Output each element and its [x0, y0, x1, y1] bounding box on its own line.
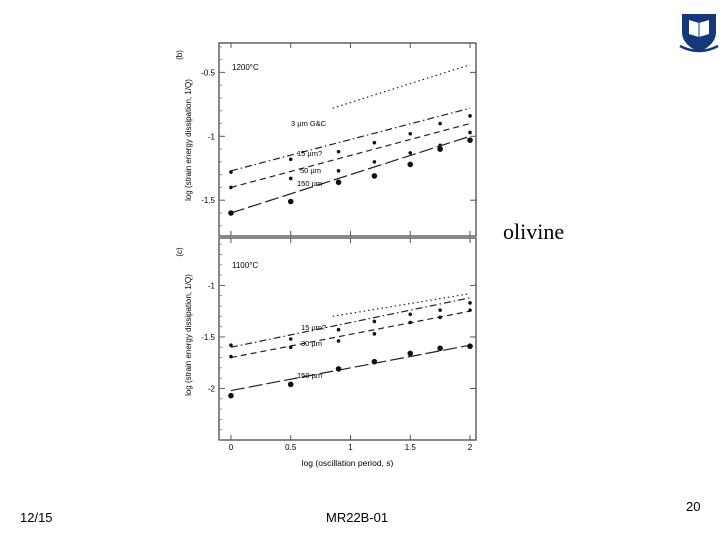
series-15-m-: 15 µm? [229, 298, 472, 347]
data-point [289, 177, 293, 181]
panel-label: (b) [175, 50, 184, 60]
y-tick-label: -1.5 [201, 333, 215, 342]
data-point [408, 321, 412, 325]
data-point [229, 343, 233, 347]
data-point [337, 150, 341, 154]
chart-panel-c: -1 -1.5 -2 0 0.5 1 1.5 2 log (strain energy diss… [175, 238, 476, 468]
temperature-label: 1200°C [232, 63, 259, 72]
data-point [373, 141, 377, 145]
data-point [228, 210, 234, 216]
data-point [229, 355, 233, 359]
data-point [408, 132, 412, 136]
x-tick-label: 1 [348, 443, 353, 452]
y-tick-label: -1 [208, 132, 216, 141]
data-point [408, 312, 412, 316]
data-point [372, 173, 378, 179]
y-tick-label: -2 [208, 384, 216, 393]
series-30-m: 30 µm [229, 308, 472, 358]
data-point [407, 162, 413, 168]
data-point [337, 169, 341, 173]
data-point [373, 332, 377, 336]
data-point [468, 114, 472, 118]
x-axis-label: log (oscillation period, s) [302, 458, 394, 468]
x-tick-label: 1.5 [405, 443, 417, 452]
y-tick-label: -1.5 [201, 196, 215, 205]
y-axis-label: log (strain energy dissipation, 1/Q) [184, 274, 193, 396]
data-point [468, 308, 472, 312]
series-label: 150 µm [297, 179, 322, 188]
data-point [468, 301, 472, 305]
x-tick-label: 0.5 [285, 443, 297, 452]
series-150-m: 150 µm [228, 136, 473, 215]
series-label: 50 µm [300, 166, 321, 175]
series-label: 150 µm [297, 371, 322, 380]
series-50-m: 50 µm [229, 124, 472, 190]
data-point [289, 345, 293, 349]
panel-label: (c) [175, 247, 184, 257]
series-dotted-0 [333, 294, 470, 317]
data-point [407, 351, 413, 357]
data-point [288, 199, 294, 205]
y-axis-label: log (strain energy dissipation, 1/Q) [184, 79, 193, 201]
data-point [288, 382, 294, 388]
data-point [468, 131, 472, 135]
data-point [437, 146, 443, 152]
slide-date: 12/15 [20, 510, 53, 525]
data-point [229, 186, 233, 190]
temperature-label: 1100°C [232, 261, 258, 270]
data-point [337, 339, 341, 343]
fit-line [333, 65, 470, 108]
data-point [229, 170, 233, 174]
series-15-m-: 15 µm? [229, 108, 472, 174]
x-tick-label: 2 [468, 443, 473, 452]
series-3-m-g-c: 3 µm G&C [291, 65, 470, 128]
data-point [372, 359, 378, 365]
data-point [438, 308, 442, 312]
fit-line [231, 136, 470, 213]
fit-line [231, 108, 470, 171]
fit-line [231, 345, 470, 390]
data-point [289, 158, 293, 162]
data-point [438, 122, 442, 126]
series-label: 15 µm? [301, 323, 326, 332]
chart-panel-b: -0.5 -1 -1.5 log (strain energy dissipation… [175, 43, 476, 236]
data-point [336, 366, 342, 372]
data-point [467, 137, 473, 143]
series-label: 15 µm? [297, 149, 322, 158]
university-shield-icon [676, 10, 720, 54]
data-point [228, 393, 234, 399]
series-150-m: 150 µm [228, 343, 473, 398]
fit-line [231, 298, 470, 347]
data-point [373, 160, 377, 164]
data-point [289, 337, 293, 341]
y-tick-label: -1 [208, 281, 216, 290]
data-point [437, 345, 443, 351]
fit-line [231, 124, 470, 188]
series-label: 30 µm [301, 339, 322, 348]
data-point [438, 316, 442, 320]
slide-footer: MR22B-01 [326, 510, 388, 525]
fit-line [333, 294, 470, 317]
series-label: 3 µm G&C [291, 119, 327, 128]
data-point [337, 328, 341, 332]
y-tick-label: -0.5 [201, 68, 215, 77]
data-point [408, 151, 412, 155]
data-point [467, 343, 473, 349]
x-tick-label: 0 [229, 443, 234, 452]
data-point [336, 180, 342, 186]
data-point [373, 320, 377, 324]
olivine-annotation: olivine [503, 219, 564, 245]
slide-page-number: 20 [686, 499, 700, 514]
fit-line [231, 311, 470, 357]
